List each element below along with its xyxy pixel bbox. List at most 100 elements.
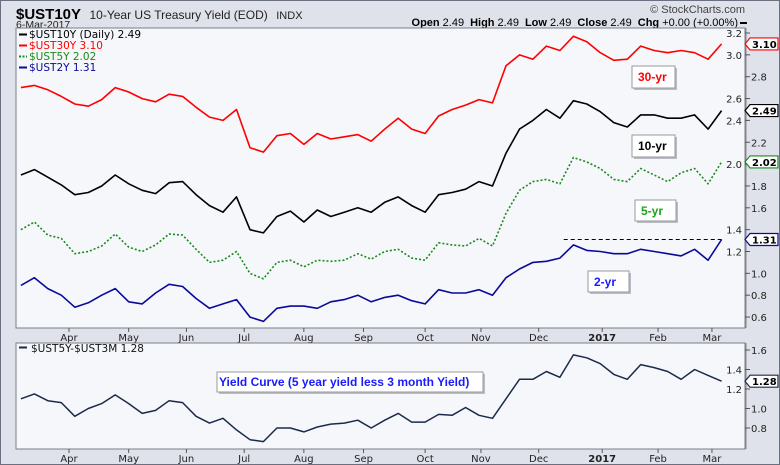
last-value-tag-ust10y bbox=[744, 103, 779, 118]
annotation-label-ust30y: 30-yr bbox=[638, 70, 667, 84]
main-y-axis: 3.2 3.0 2.8 2.6 2.4 2.2 2.0 1.8 1.6 1.4 1.2 1.0 0.8 0… bbox=[726, 28, 767, 328]
ohlc-value-chg: +0.00 (+0.00%) bbox=[662, 17, 738, 29]
ohlc-readout: Open 2.49 High 2.49 Low 2.49 Close 2.49 Chg +0.00… bbox=[412, 17, 738, 29]
annotation-label-ust5y: 5-yr bbox=[641, 204, 663, 218]
ohlc-value-high: 2.49 bbox=[498, 17, 519, 29]
lower-x-axis: Apr May Jun Jul Aug Sep Oct Nov Dec 2017 Feb Mar bbox=[60, 449, 722, 465]
x-tick-label-May: May bbox=[118, 333, 139, 344]
y-tick-label: 1.6 bbox=[751, 346, 767, 357]
x-tick-label-Sep: Sep bbox=[354, 454, 373, 465]
y-tick-label: 2.8 bbox=[751, 73, 767, 84]
last-value-spread: 1.28 bbox=[752, 377, 777, 388]
header-title-line: $UST10Y 10-Year US Treasury Yield (EOD) … bbox=[16, 6, 303, 23]
series-line-ust5y bbox=[20, 156, 723, 280]
x-tick-label-Apr: Apr bbox=[60, 454, 78, 465]
y-tick-label: 1.2 bbox=[726, 248, 742, 259]
last-value-tag-spread bbox=[744, 374, 779, 388]
series-line-ust2y bbox=[20, 239, 723, 323]
legend-label-spread: $UST5Y-$UST3M 1.28 bbox=[31, 343, 144, 355]
last-value-tags: 3.10 2.49 2.02 1.31 bbox=[744, 37, 779, 247]
y-tick-label: 2.0 bbox=[726, 160, 742, 171]
x-tick-label-Mar: Mar bbox=[703, 333, 723, 344]
y-tick-label: 1.8 bbox=[751, 182, 767, 193]
x-tick-label-Aug: Aug bbox=[294, 333, 314, 344]
main-x-axis: Apr May Jun Jul Aug Sep Oct Nov Dec 2017 Feb Mar bbox=[60, 328, 722, 344]
x-tick-label-Nov: Nov bbox=[471, 454, 491, 465]
ohlc-label-high: High bbox=[470, 17, 495, 29]
copyright: © StockCharts.com bbox=[650, 4, 745, 16]
x-tick-label-2017: 2017 bbox=[588, 454, 616, 465]
series-annotations: 30-yr 10-yr 5-yr 2-yr bbox=[587, 65, 678, 294]
x-tick-label-Jul: Jul bbox=[237, 333, 250, 344]
y-tick-label: 1.0 bbox=[751, 269, 767, 280]
annotation-box-ust2y bbox=[587, 270, 630, 293]
ohlc-value-close: 2.49 bbox=[610, 17, 631, 29]
ohlc-value-open: 2.49 bbox=[443, 17, 464, 29]
x-tick-label-Mar: Mar bbox=[703, 454, 723, 465]
series-line-ust30y bbox=[20, 35, 723, 153]
last-value-ust10y: 2.49 bbox=[752, 107, 777, 118]
exchange: INDX bbox=[276, 10, 303, 22]
y-tick-label: 3.2 bbox=[726, 29, 742, 40]
x-tick-label-Jul: Jul bbox=[237, 454, 250, 465]
y-tick-label: 1.4 bbox=[726, 226, 742, 237]
x-tick-label-2017: 2017 bbox=[588, 333, 616, 344]
last-value-tag-ust30y bbox=[744, 37, 779, 51]
ohlc-label-low: Low bbox=[525, 17, 547, 29]
y-tick-label: 2.4 bbox=[726, 116, 742, 127]
lower-y-axis: 1.6 1.4 1.2 1.0 0.8 bbox=[726, 343, 767, 449]
series-line-ust10y bbox=[20, 99, 723, 234]
x-tick-label-May: May bbox=[118, 454, 139, 465]
last-value-tag-ust2y bbox=[744, 232, 779, 247]
series-line-spread bbox=[20, 354, 722, 443]
yield-curve-label: Yield Curve (5 year yield less 3 month Y… bbox=[219, 375, 469, 389]
legend-label-ust5y: $UST5Y 2.02 bbox=[29, 51, 96, 63]
annotation-box-ust10y bbox=[631, 134, 676, 158]
last-value-ust30y: 3.10 bbox=[752, 40, 777, 51]
y-tick-label: 1.4 bbox=[726, 366, 742, 377]
legend-label-ust30y: $UST30Y 3.10 bbox=[29, 40, 103, 52]
x-tick-label-Sep: Sep bbox=[354, 333, 373, 344]
lower-series-group bbox=[20, 354, 722, 443]
yield-curve-annotation: Yield Curve (5 year yield less 3 month Y… bbox=[216, 371, 485, 394]
legend-label-ust2y: $UST2Y 1.31 bbox=[29, 62, 96, 74]
y-tick-label: 1.6 bbox=[751, 204, 767, 215]
x-tick-label-Dec: Dec bbox=[529, 454, 548, 465]
main-series-group bbox=[20, 35, 723, 323]
last-value-ust2y: 1.31 bbox=[752, 235, 777, 246]
annotation-box-ust5y bbox=[634, 199, 677, 222]
ohlc-label-open: Open bbox=[412, 17, 440, 29]
x-tick-label-Feb: Feb bbox=[649, 333, 667, 344]
y-tick-label: 2.6 bbox=[726, 95, 742, 106]
x-tick-label-Jun: Jun bbox=[178, 333, 195, 344]
ohlc-legend-mark bbox=[740, 22, 747, 24]
x-tick-label-Apr: Apr bbox=[60, 333, 78, 344]
annotation-box-ust30y bbox=[631, 65, 676, 89]
lower-last-value-tag: 1.28 bbox=[744, 374, 779, 388]
lower-legend: $UST5Y-$UST3M 1.28 bbox=[19, 343, 144, 355]
x-tick-label-Jun: Jun bbox=[178, 454, 195, 465]
y-tick-label: 1.0 bbox=[751, 405, 767, 416]
last-value-ust5y: 2.02 bbox=[752, 158, 777, 169]
annotation-label-ust2y: 2-yr bbox=[594, 275, 616, 289]
y-tick-label: 0.6 bbox=[751, 313, 767, 324]
ohlc-label-close: Close bbox=[577, 17, 607, 29]
y-tick-label: 3.0 bbox=[726, 51, 742, 62]
x-tick-label-Dec: Dec bbox=[529, 333, 548, 344]
x-tick-label-Oct: Oct bbox=[416, 454, 433, 465]
main-legend: $UST10Y (Daily) 2.49$UST30Y 3.10$UST5Y 2… bbox=[19, 29, 141, 74]
y-tick-label: 2.2 bbox=[751, 138, 767, 149]
annotation-label-ust10y: 10-yr bbox=[638, 139, 667, 153]
y-tick-label: 0.8 bbox=[751, 291, 767, 302]
lower-plot-area bbox=[15, 342, 746, 450]
ohlc-label-chg: Chg bbox=[638, 17, 659, 29]
symbol: $UST10Y bbox=[16, 6, 81, 23]
title: 10-Year US Treasury Yield (EOD) bbox=[90, 8, 268, 22]
yield-curve-box bbox=[216, 371, 484, 393]
x-tick-label-Nov: Nov bbox=[471, 333, 491, 344]
x-tick-label-Aug: Aug bbox=[294, 454, 314, 465]
ohlc-value-low: 2.49 bbox=[550, 17, 571, 29]
y-tick-label: 0.8 bbox=[751, 424, 767, 435]
y-tick-label: 1.2 bbox=[726, 385, 742, 396]
